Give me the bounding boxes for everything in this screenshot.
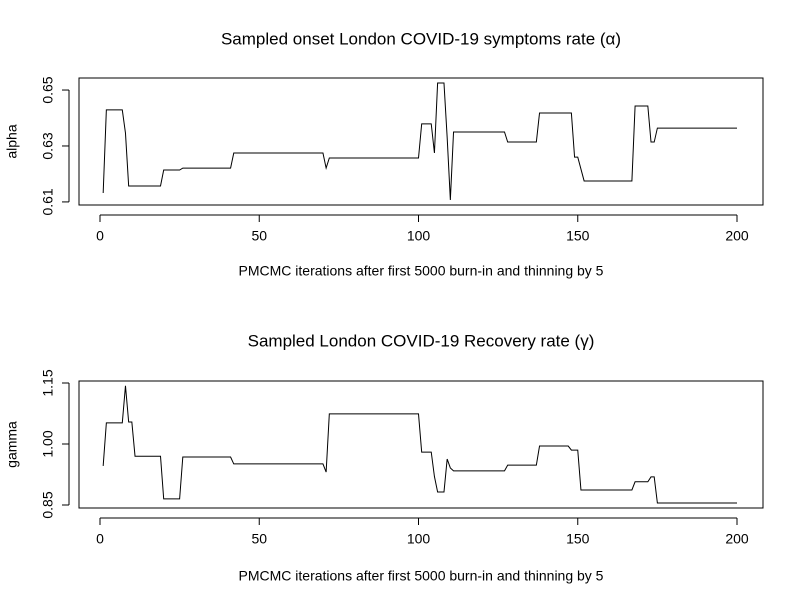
- y-tick-label: 1.15: [40, 369, 56, 396]
- x-tick-label: 200: [725, 531, 749, 547]
- x-axis-label: PMCMC iterations after first 5000 burn-i…: [239, 568, 604, 584]
- data-line: [102, 385, 738, 504]
- data-line: [102, 82, 738, 200]
- x-tick-label: 100: [407, 531, 431, 547]
- x-tick-label: 50: [251, 531, 267, 547]
- x-tick-label: 200: [725, 228, 749, 244]
- x-axis-label: PMCMC iterations after first 5000 burn-i…: [239, 263, 604, 279]
- x-tick-label: 50: [251, 228, 267, 244]
- x-tick-label: 150: [566, 531, 590, 547]
- x-tick-label: 150: [566, 228, 590, 244]
- y-tick-label: 1.00: [40, 430, 56, 457]
- x-tick-label: 100: [407, 228, 431, 244]
- plot-frame: [78, 77, 764, 206]
- y-tick-label: 0.61: [40, 188, 56, 215]
- y-axis-label: alpha: [4, 124, 20, 158]
- x-tick-label: 0: [96, 228, 104, 244]
- x-tick-label: 0: [96, 531, 104, 547]
- chart-title: Sampled onset London COVID-19 symptoms r…: [221, 29, 621, 48]
- y-tick-label: 0.65: [40, 76, 56, 103]
- y-axis-label: gamma: [4, 421, 20, 468]
- y-tick-label: 0.85: [40, 491, 56, 518]
- chart-title: Sampled London COVID-19 Recovery rate (γ…: [248, 331, 595, 350]
- plot-frame: [78, 380, 764, 509]
- y-tick-label: 0.63: [40, 132, 56, 159]
